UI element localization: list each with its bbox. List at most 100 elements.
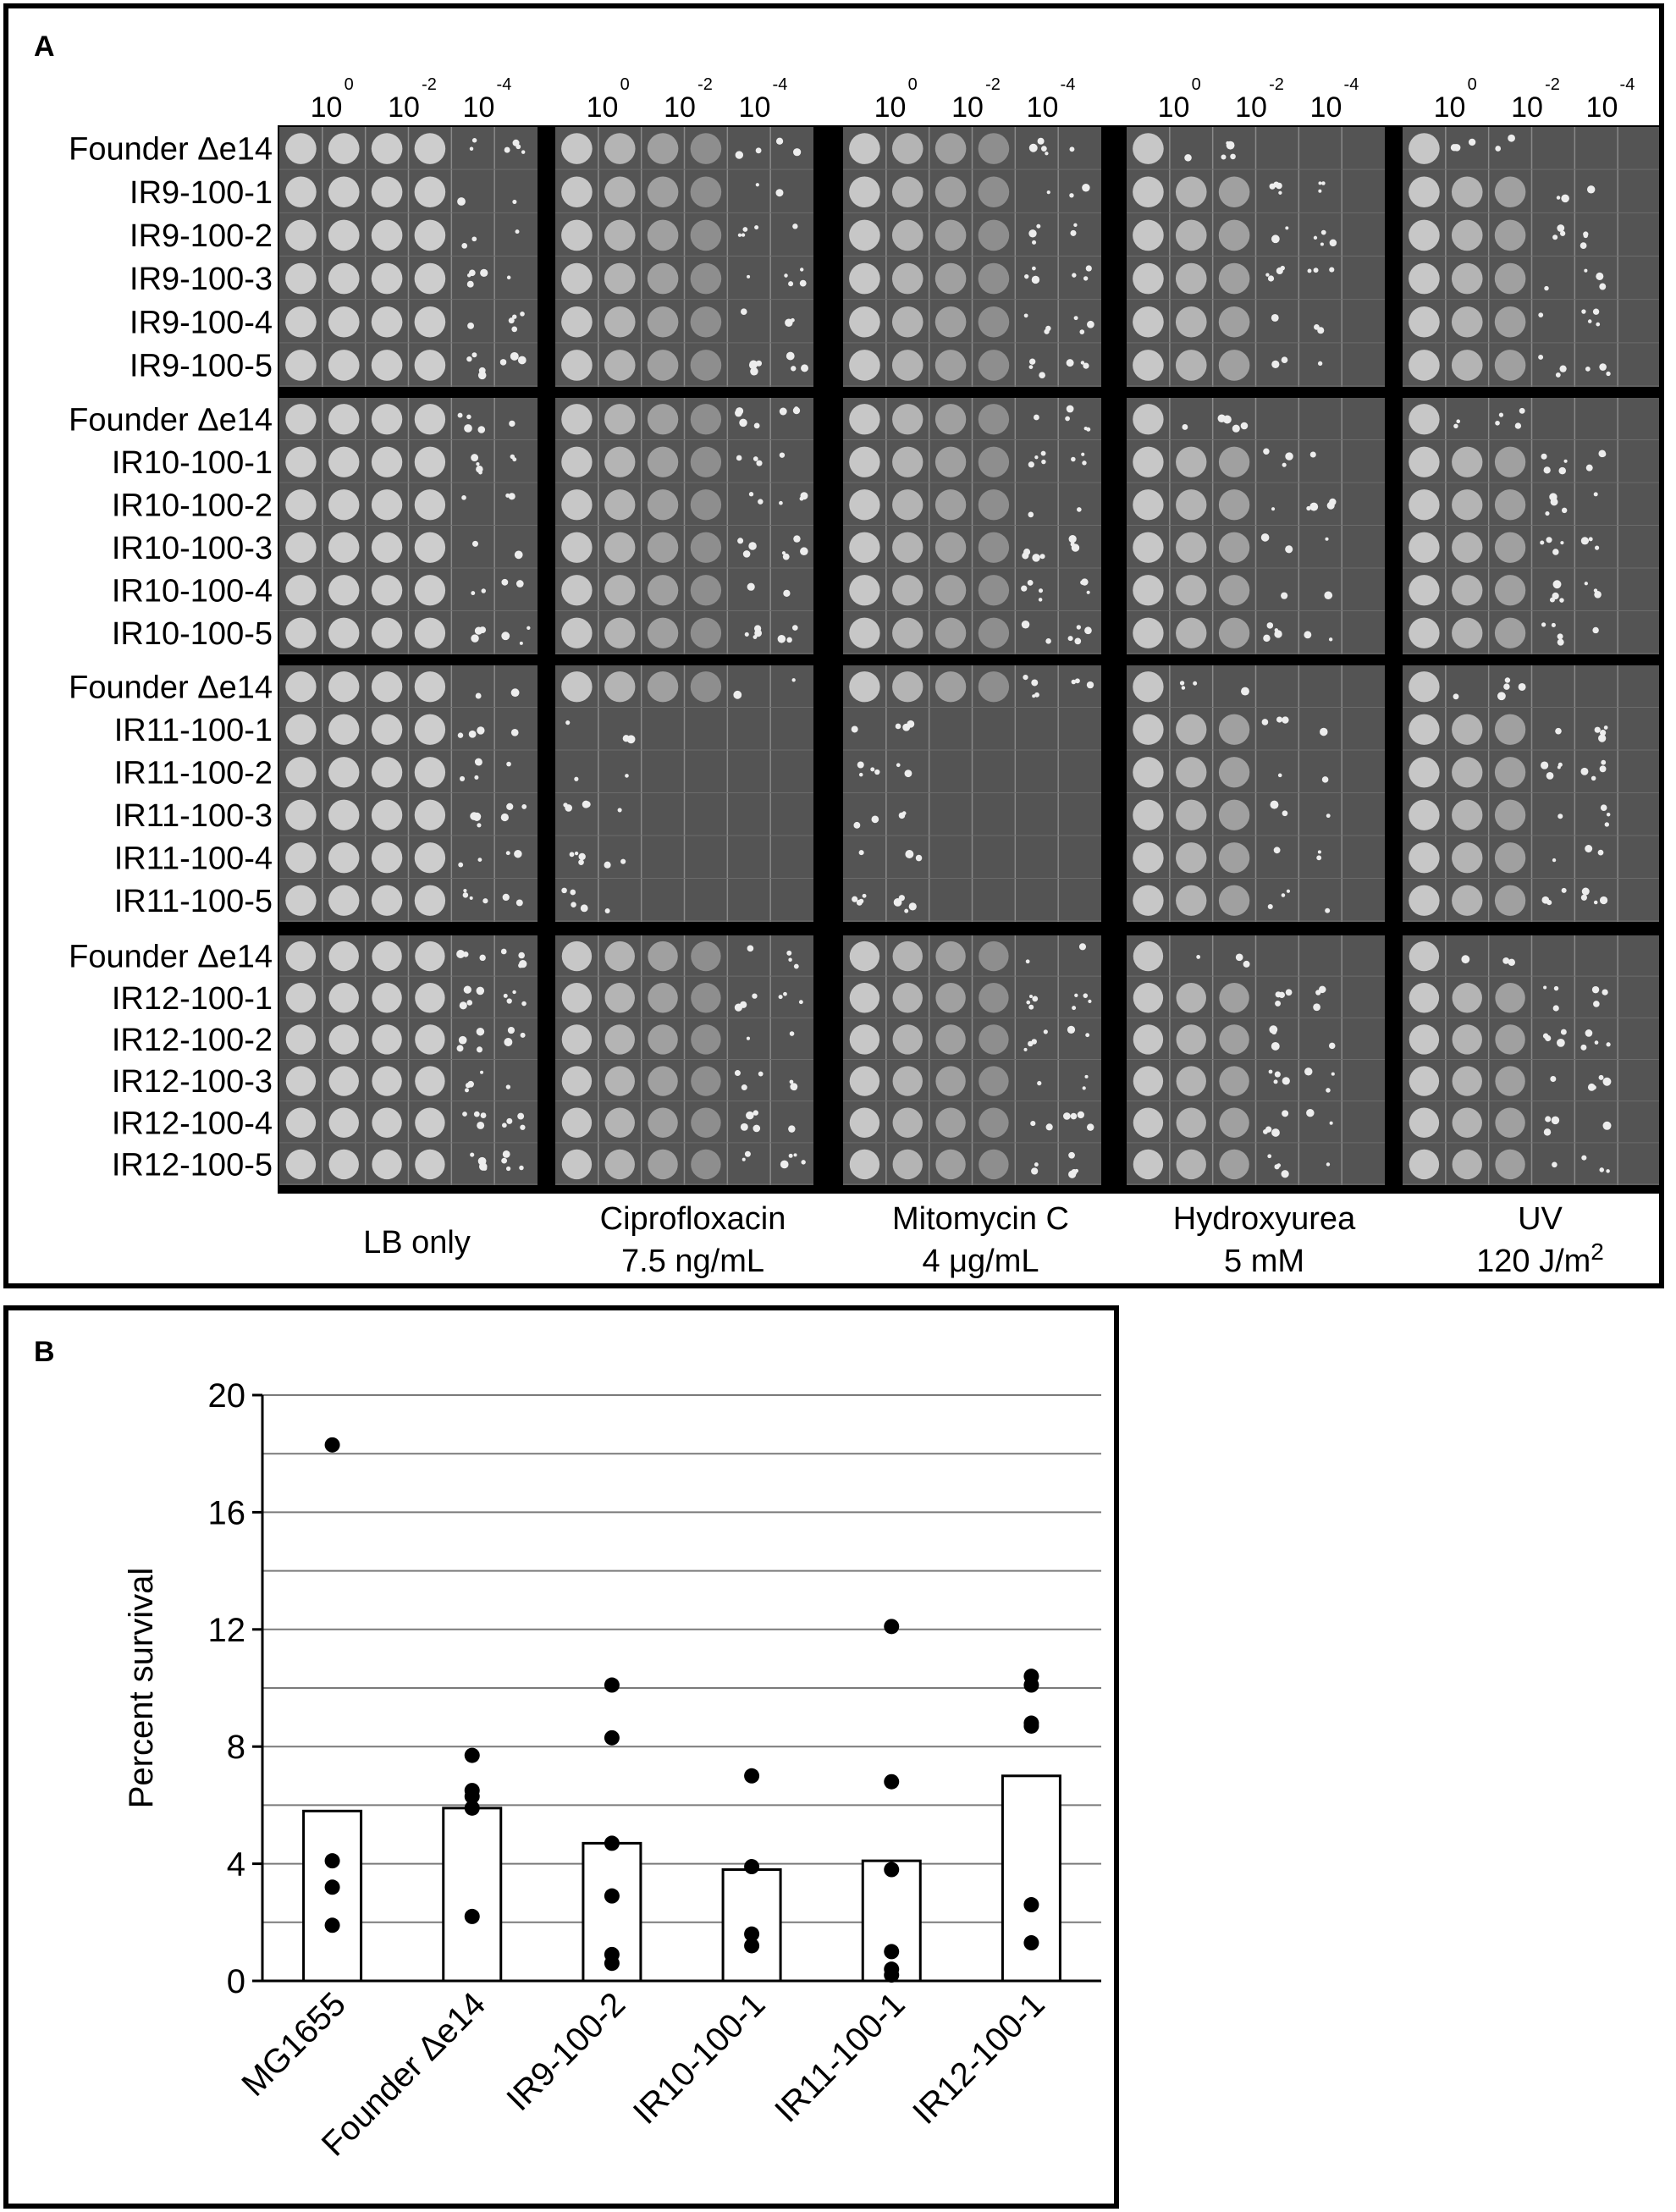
colony — [1078, 943, 1087, 951]
growth-spot — [1409, 799, 1440, 830]
colony — [1518, 682, 1526, 691]
colony — [1318, 181, 1322, 185]
colony — [758, 1071, 764, 1077]
growth-spot — [1133, 176, 1164, 208]
colony — [574, 776, 579, 781]
growth-spot — [328, 714, 360, 745]
growth-spot — [604, 941, 635, 972]
colony — [753, 422, 760, 429]
colony — [512, 199, 517, 204]
growth-spot — [371, 446, 403, 477]
dilution-exponent: 0 — [620, 75, 630, 94]
colony — [580, 904, 588, 913]
colony — [853, 821, 861, 829]
agar-plate — [1403, 665, 1659, 922]
colony — [1196, 955, 1201, 959]
colony — [1324, 591, 1332, 600]
growth-spot — [604, 671, 636, 703]
colony — [1084, 626, 1092, 635]
data-point — [1023, 1897, 1039, 1913]
growth-spot — [285, 941, 317, 972]
colony — [904, 770, 912, 778]
colony — [1285, 226, 1289, 230]
growth-spot — [561, 983, 593, 1013]
colony — [1596, 272, 1604, 280]
colony — [512, 314, 517, 319]
growth-spot — [1409, 941, 1440, 972]
colony — [476, 1046, 483, 1053]
growth-spot — [1219, 1149, 1249, 1180]
colony — [1086, 1123, 1094, 1131]
growth-spot — [1451, 306, 1483, 338]
colony — [1543, 985, 1547, 990]
growth-spot — [1176, 617, 1207, 648]
growth-spot — [934, 532, 967, 563]
growth-spot — [690, 404, 722, 435]
colony — [1599, 363, 1607, 371]
growth-spot — [371, 885, 403, 916]
colony — [1453, 693, 1459, 700]
growth-spot — [561, 1024, 593, 1055]
growth-spot — [648, 941, 678, 972]
colony — [1039, 372, 1045, 379]
growth-spot — [978, 404, 1010, 435]
colony — [509, 420, 515, 428]
colony — [1285, 989, 1293, 996]
colony — [500, 813, 509, 822]
colony — [1282, 462, 1287, 467]
growth-spot — [690, 176, 722, 208]
growth-spot — [414, 532, 446, 563]
growth-spot — [371, 617, 403, 648]
colony — [1071, 456, 1076, 462]
growth-spot — [1218, 446, 1250, 477]
data-point — [604, 1888, 620, 1904]
growth-spot — [849, 1149, 880, 1180]
colony — [1583, 233, 1588, 239]
colony — [1598, 1074, 1604, 1080]
growth-spot — [690, 262, 722, 295]
panel-b-letter: B — [34, 1336, 55, 1368]
colony — [1082, 184, 1090, 192]
growth-spot — [892, 446, 923, 477]
strain-label: IR10-100-4 — [112, 573, 273, 609]
colony — [780, 1160, 789, 1169]
growth-spot — [1176, 757, 1207, 788]
colony — [468, 730, 477, 738]
colony — [1281, 1170, 1289, 1178]
growth-spot — [1452, 714, 1483, 745]
colony — [858, 850, 864, 856]
colony — [1077, 1111, 1085, 1119]
colony — [1552, 592, 1559, 600]
growth-spot — [892, 983, 923, 1013]
colony — [1498, 412, 1504, 417]
colony — [521, 1001, 527, 1007]
colony — [622, 735, 630, 742]
colony — [753, 625, 762, 632]
colony — [1553, 985, 1559, 991]
colony — [1282, 810, 1288, 817]
colony — [874, 769, 880, 775]
colony — [748, 542, 757, 550]
growth-spot — [690, 532, 722, 563]
colony — [480, 268, 488, 278]
growth-spot — [934, 617, 967, 648]
colony — [1585, 366, 1591, 372]
strain-label: IR9-100-2 — [130, 218, 273, 254]
colony — [1082, 1086, 1086, 1090]
colony — [1581, 1155, 1587, 1161]
colony — [1585, 845, 1593, 852]
colony — [800, 547, 808, 556]
condition-label: Ciprofloxacin — [600, 1201, 786, 1237]
colony — [518, 952, 525, 959]
strain-label: IR9-100-5 — [130, 348, 273, 383]
growth-spot — [371, 532, 403, 563]
data-point — [464, 1908, 480, 1924]
colony — [1552, 580, 1562, 589]
agar-plate — [1403, 398, 1659, 654]
growth-spot — [1409, 842, 1440, 874]
strain-label: IR12-100-1 — [112, 981, 273, 1017]
colony — [752, 993, 758, 999]
dilution-label: 10 — [1158, 91, 1190, 124]
colony — [1560, 541, 1564, 545]
colony — [1538, 312, 1544, 318]
